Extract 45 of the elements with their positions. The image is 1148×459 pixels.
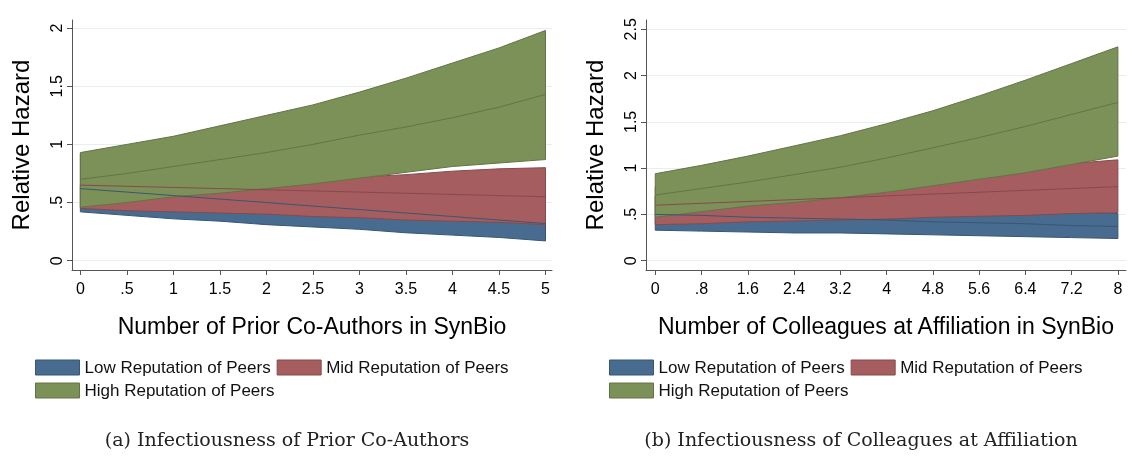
legend-label: Low Reputation of Peers bbox=[84, 358, 271, 377]
x-tick-label: 1.6 bbox=[736, 279, 759, 297]
x-axis-title: Number of Prior Co-Authors in SynBio bbox=[117, 312, 507, 339]
x-tick-label: 4.5 bbox=[487, 279, 511, 297]
x-tick-label: 3 bbox=[354, 279, 364, 297]
text: (b) Infectiousness of Colleagues at Affiliation bbox=[644, 427, 1078, 450]
x-tick-label: 5 bbox=[541, 279, 551, 297]
legend-label: High Reputation of Peers bbox=[658, 381, 849, 400]
legend-label: Low Reputation of Peers bbox=[658, 358, 845, 377]
x-tick-label: .5 bbox=[120, 279, 134, 297]
x-tick-label: 8 bbox=[1113, 279, 1123, 297]
x-tick-label: 4 bbox=[882, 279, 892, 297]
x-tick-label: 1.5 bbox=[208, 279, 232, 297]
x-tick-label: 2 bbox=[261, 279, 271, 297]
y-tick-label: .5 bbox=[47, 195, 65, 210]
x-tick-label: 0 bbox=[650, 279, 660, 297]
y-axis-title: Relative Hazard bbox=[580, 59, 608, 231]
y-tick-label: 2 bbox=[621, 71, 639, 81]
y-axis-title: Relative Hazard bbox=[6, 59, 34, 231]
x-tick-label: 4.8 bbox=[921, 279, 945, 297]
x-tick-label: 2.5 bbox=[301, 279, 325, 297]
y-tick-label: 1.5 bbox=[621, 110, 639, 133]
y-tick-label: 1 bbox=[621, 163, 639, 173]
y-tick-label: .5 bbox=[621, 207, 639, 222]
x-tick-label: 3.2 bbox=[829, 279, 852, 297]
y-tick-label: 1 bbox=[47, 139, 65, 149]
x-tick-label: .8 bbox=[694, 279, 709, 297]
x-tick-label: 6.4 bbox=[1014, 279, 1037, 297]
x-axis-title: Number of Colleagues at Affiliation in SynBio bbox=[657, 312, 1115, 339]
text: (a) Infectiousness of Prior Co-Authors bbox=[104, 427, 470, 450]
y-tick-label: 0 bbox=[621, 256, 639, 266]
x-tick-label: 3.5 bbox=[394, 279, 418, 297]
x-tick-label: 0 bbox=[75, 279, 85, 297]
y-tick-label: 2 bbox=[47, 23, 65, 33]
x-tick-label: 7.2 bbox=[1060, 279, 1083, 297]
x-tick-label: 2.4 bbox=[782, 279, 806, 297]
x-tick-label: 1 bbox=[168, 279, 178, 297]
y-tick-label: 1.5 bbox=[47, 75, 65, 98]
legend-label: Mid Reputation of Peers bbox=[900, 358, 1083, 377]
legend-label: High Reputation of Peers bbox=[84, 381, 275, 400]
y-tick-label: 2.5 bbox=[621, 18, 639, 41]
y-tick-label: 0 bbox=[47, 256, 65, 266]
legend-label: Mid Reputation of Peers bbox=[326, 358, 509, 377]
x-tick-label: 5.6 bbox=[967, 279, 991, 297]
x-tick-label: 4 bbox=[448, 279, 458, 297]
